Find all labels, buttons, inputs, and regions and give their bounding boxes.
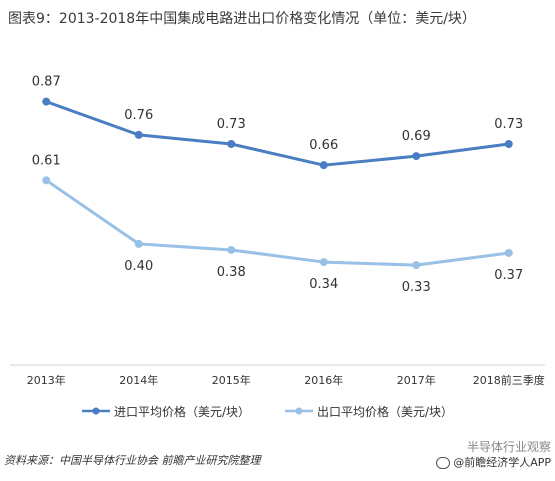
- data-point-1-1: [134, 239, 143, 248]
- data-point-0-4: [412, 152, 421, 161]
- legend-export-label: 出口平均价格（美元/块）: [317, 405, 454, 419]
- watermark-app-label: @前瞻经济学人APP: [453, 456, 551, 469]
- data-point-1-5: [504, 248, 513, 257]
- data-label-1-5: 0.37: [494, 268, 523, 283]
- data-label-1-3: 0.34: [309, 277, 338, 292]
- watermark: 半导体行业观察 @前瞻经济学人APP: [401, 440, 551, 470]
- x-tick-label: 2018前三季度: [473, 373, 545, 387]
- data-point-1-2: [227, 245, 236, 254]
- legend-import-label: 进口平均价格（美元/块）: [114, 405, 251, 419]
- x-tick-label: 2014年: [119, 373, 158, 387]
- data-label-0-1: 0.76: [124, 108, 153, 123]
- data-point-1-3: [319, 258, 328, 267]
- data-label-0-5: 0.73: [494, 117, 523, 132]
- data-label-1-0: 0.61: [32, 153, 61, 168]
- data-point-0-3: [319, 161, 328, 170]
- watermark-app: @前瞻经济学人APP: [401, 455, 551, 470]
- x-tick-label: 2016年: [304, 373, 343, 387]
- data-point-1-0: [42, 176, 51, 185]
- data-point-0-5: [504, 139, 513, 148]
- data-point-0-0: [42, 97, 51, 106]
- chart-title: 图表9：2013-2018年中国集成电路进出口价格变化情况（单位：美元/块）: [8, 11, 476, 27]
- data-label-1-1: 0.40: [124, 259, 153, 274]
- data-point-0-1: [134, 130, 143, 139]
- data-label-0-0: 0.87: [32, 75, 61, 90]
- source-note: 资料来源：中国半导体行业协会 前瞻产业研究院整理: [4, 454, 261, 467]
- series-line-0: [45, 100, 509, 167]
- legend-import-marker: [92, 407, 100, 415]
- series-line-1: [45, 179, 509, 267]
- data-label-1-2: 0.38: [217, 265, 246, 280]
- data-label-0-4: 0.69: [402, 129, 431, 144]
- line-chart: 0.87 0.76 0.73 0.66 0.69 0.73 0.61 0.40 0.38 0.34…: [10, 75, 545, 387]
- x-tick-label: 2015年: [212, 373, 251, 387]
- legend-export-marker: [295, 407, 303, 415]
- data-label-0-3: 0.66: [309, 138, 338, 153]
- watermark-account: 半导体行业观察: [466, 440, 551, 454]
- legend: 进口平均价格（美元/块） 出口平均价格（美元/块）: [0, 402, 555, 420]
- x-tick-label: 2017年: [397, 373, 436, 387]
- wechat-icon: [436, 457, 451, 469]
- data-point-1-4: [412, 261, 421, 270]
- data-label-1-4: 0.33: [402, 280, 431, 295]
- x-tick-label: 2013年: [27, 373, 66, 387]
- data-label-0-2: 0.73: [217, 117, 246, 132]
- data-point-0-2: [227, 139, 236, 148]
